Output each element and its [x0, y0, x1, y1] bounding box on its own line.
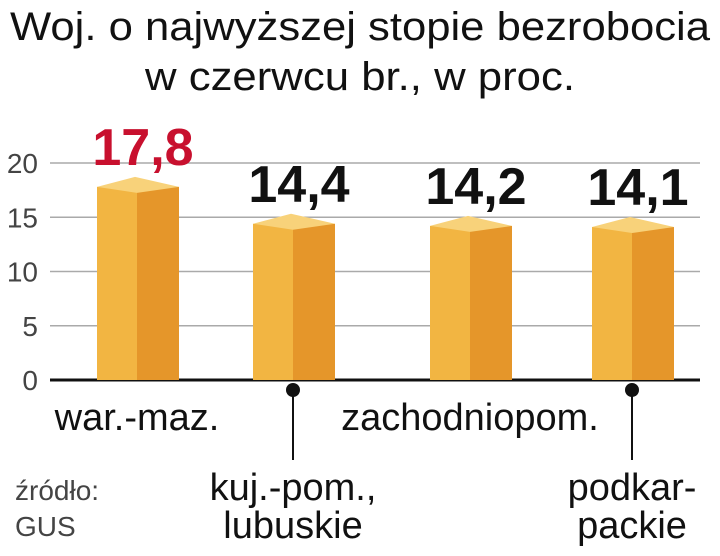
- value-label: 14,2: [425, 158, 526, 216]
- value-label: 14,1: [587, 159, 688, 217]
- bar-side: [632, 227, 674, 380]
- pointer-dot: [286, 383, 300, 397]
- value-label: 17,8: [92, 119, 193, 177]
- y-tick-label: 10: [7, 257, 38, 288]
- bar: [430, 225, 470, 380]
- source-value: GUS: [15, 511, 76, 542]
- bar-top: [430, 215, 512, 232]
- x-tick-label: war.-maz.: [54, 397, 220, 439]
- bar: [253, 223, 293, 380]
- y-tick-label: 20: [7, 148, 38, 179]
- y-tick-label: 0: [22, 365, 38, 396]
- y-tick-label: 15: [7, 202, 38, 233]
- bar-side: [470, 225, 512, 380]
- pointer-dot: [625, 383, 639, 397]
- chart-title: w czerwcu br., w proc.: [144, 55, 575, 99]
- bar: [97, 186, 137, 380]
- value-label: 14,4: [248, 156, 349, 214]
- x-tick-label: lubuskie: [223, 505, 362, 547]
- x-tick-label: kuj.-pom.,: [210, 467, 377, 509]
- chart-title: Woj. o najwyższej stopie bezrobocia: [10, 5, 711, 49]
- source-label: źródło:: [15, 475, 99, 506]
- y-tick-label: 5: [22, 311, 38, 342]
- x-tick-label: zachodniopom.: [341, 397, 599, 439]
- bar-side: [137, 186, 179, 380]
- bar-top: [592, 217, 674, 234]
- bar-top: [97, 176, 179, 193]
- bar-side: [293, 223, 335, 380]
- bar: [592, 227, 632, 380]
- bar-top: [253, 213, 335, 230]
- x-tick-label: podkar-: [568, 467, 697, 509]
- x-tick-label: packie: [577, 505, 687, 547]
